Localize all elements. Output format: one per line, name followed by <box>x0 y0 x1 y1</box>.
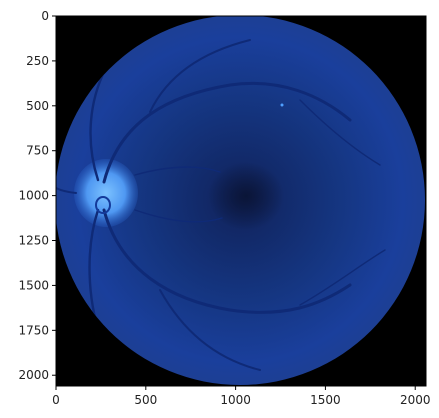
vessel-temporal-upper <box>299 99 381 166</box>
x-tick-label: 1500 <box>310 393 341 407</box>
x-tick-label: 2000 <box>400 393 431 407</box>
x-tick-label: 500 <box>134 393 157 407</box>
image-area <box>55 15 427 387</box>
vessel-macular-upper <box>134 166 221 176</box>
x-tick-label: 0 <box>52 393 60 407</box>
vessel-inferior-temporal <box>102 208 352 314</box>
y-axis: 0 250 500 750 1000 1250 1500 1750 2000 <box>18 9 56 382</box>
y-tick-label: 1250 <box>18 234 49 248</box>
vessel-superior-branch <box>149 39 251 113</box>
vessel-superior-nasal <box>89 68 107 182</box>
vessel-macular-lower <box>134 209 223 223</box>
y-tick-label: 0 <box>41 9 49 23</box>
y-tick-label: 750 <box>26 144 49 158</box>
disc-vessel-ring <box>95 196 111 214</box>
macula <box>208 162 284 230</box>
axes-frame <box>55 15 427 387</box>
vessel-temporal-lower <box>299 249 386 306</box>
vessel-superior-temporal <box>102 81 352 184</box>
bright-spot <box>280 103 284 107</box>
vessel-nasal <box>56 187 77 194</box>
vessel-inferior-branch <box>159 289 261 371</box>
y-tick-label: 1000 <box>18 189 49 203</box>
y-tick-label: 2000 <box>18 368 49 382</box>
optic-disc <box>74 159 138 227</box>
y-tick-label: 500 <box>26 99 49 113</box>
x-tick-label: 1000 <box>220 393 251 407</box>
x-axis: 0 500 1000 1500 2000 <box>52 386 430 407</box>
y-tick-label: 1750 <box>18 323 49 337</box>
y-tick-label: 250 <box>26 54 49 68</box>
y-tick-label: 1500 <box>18 278 49 292</box>
